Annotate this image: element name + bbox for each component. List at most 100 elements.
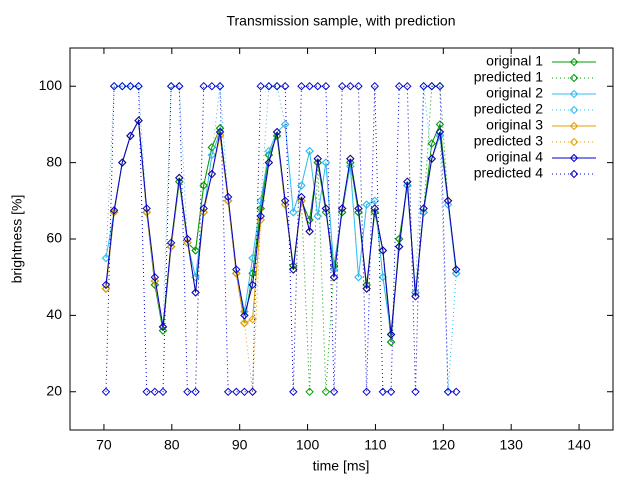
point — [313, 81, 322, 91]
point — [354, 272, 363, 282]
legend-label: original 2 — [486, 85, 543, 101]
point — [346, 158, 355, 167]
legend-marker — [569, 105, 579, 115]
point — [232, 265, 241, 274]
point — [411, 292, 420, 301]
series-line — [105, 118, 457, 343]
point — [264, 158, 274, 167]
legend-marker — [569, 121, 579, 131]
point — [134, 81, 143, 91]
point — [346, 81, 355, 91]
point — [199, 181, 208, 190]
point — [191, 246, 200, 255]
legend-marker — [569, 57, 579, 67]
point — [305, 387, 314, 397]
legend-label: original 4 — [486, 149, 543, 165]
point — [419, 81, 428, 91]
legend-marker — [569, 137, 579, 147]
point — [313, 154, 322, 163]
legend-label: predicted 4 — [474, 165, 543, 181]
point — [142, 208, 151, 217]
point — [150, 276, 160, 286]
point — [264, 81, 274, 91]
point — [126, 81, 135, 91]
point — [280, 196, 290, 206]
point — [256, 81, 265, 91]
x-axis-label: time [ms] — [313, 458, 370, 474]
point — [207, 81, 217, 91]
point — [297, 81, 306, 91]
point — [150, 280, 160, 290]
point — [305, 81, 314, 91]
point — [289, 265, 298, 274]
point — [166, 242, 176, 251]
point — [199, 81, 208, 91]
point — [411, 387, 420, 397]
point — [362, 284, 371, 293]
point — [191, 387, 200, 397]
point — [183, 387, 192, 397]
point — [435, 127, 445, 137]
point — [101, 280, 111, 290]
point — [175, 81, 184, 91]
point — [313, 211, 322, 221]
point — [150, 272, 160, 282]
series-line — [105, 118, 457, 392]
point — [158, 387, 168, 397]
point — [118, 81, 127, 91]
point — [158, 322, 168, 332]
point — [370, 208, 379, 217]
point — [403, 181, 412, 190]
point — [346, 154, 355, 163]
point — [166, 81, 176, 91]
chart-title: Transmission sample, with prediction — [226, 13, 455, 29]
x-tick-label: 100 — [296, 437, 320, 453]
point — [329, 387, 339, 397]
point — [142, 204, 151, 213]
point — [419, 204, 428, 213]
point — [240, 311, 249, 320]
point — [443, 200, 453, 209]
point — [346, 162, 355, 171]
point — [386, 387, 396, 397]
point — [427, 81, 436, 91]
point — [199, 204, 208, 213]
point — [240, 387, 249, 397]
y-tick-label: 60 — [46, 230, 62, 246]
point — [280, 81, 290, 91]
point — [150, 387, 160, 397]
point — [223, 196, 233, 206]
point — [280, 200, 290, 209]
point — [354, 81, 363, 91]
point — [313, 158, 322, 167]
point — [126, 131, 135, 141]
point — [248, 315, 257, 324]
x-tick-label: 140 — [567, 437, 591, 453]
x-tick-label: 80 — [164, 437, 180, 453]
point — [386, 330, 396, 339]
point — [403, 177, 412, 186]
point — [272, 81, 282, 91]
point — [183, 238, 192, 248]
point — [297, 196, 306, 206]
point — [394, 242, 404, 251]
point — [337, 204, 347, 213]
point — [305, 215, 314, 225]
x-tick-label: 130 — [500, 437, 524, 453]
point — [419, 208, 428, 217]
point — [289, 387, 298, 397]
point — [109, 206, 119, 215]
point — [166, 238, 176, 248]
legend-label: predicted 2 — [474, 101, 543, 117]
point — [215, 131, 225, 141]
legend-marker — [569, 153, 579, 163]
point — [378, 246, 388, 255]
point — [109, 81, 119, 91]
point — [280, 120, 290, 129]
legend-marker — [569, 169, 579, 179]
point — [452, 269, 461, 278]
legend-marker — [569, 73, 579, 83]
point — [321, 208, 331, 217]
point — [272, 131, 282, 141]
